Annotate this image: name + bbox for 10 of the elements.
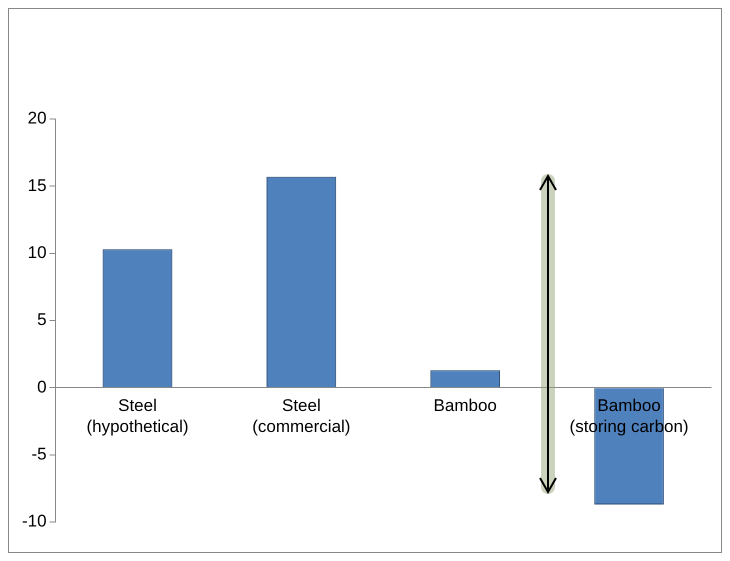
x-tick-label: Steel (commercial) [252,396,350,436]
y-tick-label: 20 [28,108,47,128]
y-tick-label: 15 [28,176,47,195]
x-tick-label: Bamboo [434,396,497,415]
y-tick-label: -5 [31,444,47,464]
x-tick-label: Steel (hypothetical) [86,396,189,436]
y-tick-label: 10 [28,243,47,262]
y-tick-label: 5 [37,310,47,330]
y-tick-label: 0 [37,377,47,396]
y-tick-label: -10 [22,512,47,531]
